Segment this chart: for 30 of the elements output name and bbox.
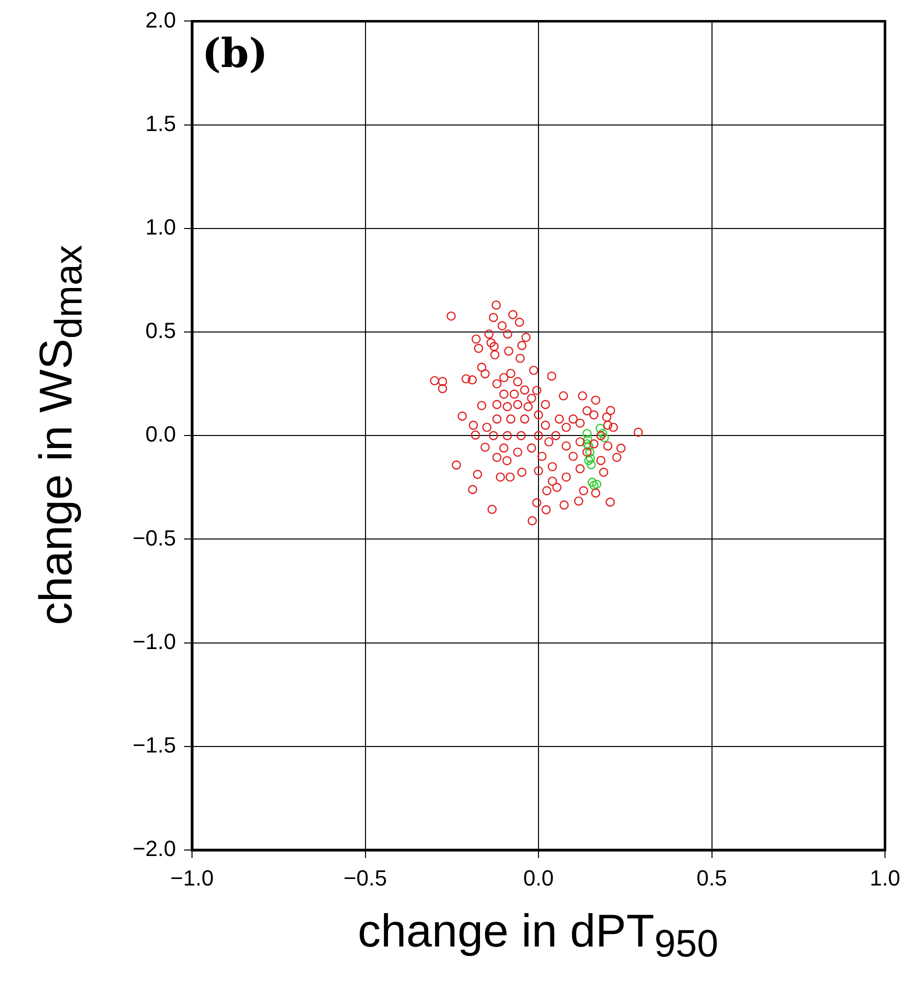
point <box>586 460 596 470</box>
point <box>583 435 592 444</box>
y-tick-label: 2.0 <box>145 7 176 32</box>
annotation: (b) <box>202 30 268 77</box>
point <box>588 478 597 487</box>
point <box>582 428 592 438</box>
x-tick-label: 0.0 <box>523 865 554 890</box>
y-tick-label: 0.5 <box>145 318 176 344</box>
point <box>592 480 602 489</box>
point <box>582 439 592 448</box>
point <box>596 424 605 433</box>
y-tick-label: −1.0 <box>132 628 176 654</box>
y-tick-label: 0.0 <box>145 422 176 447</box>
x-tick-label: −1.0 <box>170 865 214 890</box>
x-tick-label: −0.5 <box>344 865 387 890</box>
point <box>585 448 594 457</box>
y-tick-label: 1.0 <box>145 214 176 240</box>
point <box>600 433 609 442</box>
x-axis-title: change in dPT$_{950}$ <box>358 903 718 967</box>
x-tick-label: 0.5 <box>696 865 728 890</box>
point <box>598 428 608 438</box>
y-tick-label: −1.5 <box>132 732 176 758</box>
point <box>584 456 594 466</box>
y-tick-label: 1.5 <box>145 110 176 136</box>
y-tick-label: −0.5 <box>132 525 176 550</box>
point <box>586 454 596 463</box>
point <box>584 441 594 451</box>
x-tick-label: 1.0 <box>870 865 900 890</box>
point <box>589 480 599 490</box>
y-tick-label: −2.0 <box>132 836 176 862</box>
